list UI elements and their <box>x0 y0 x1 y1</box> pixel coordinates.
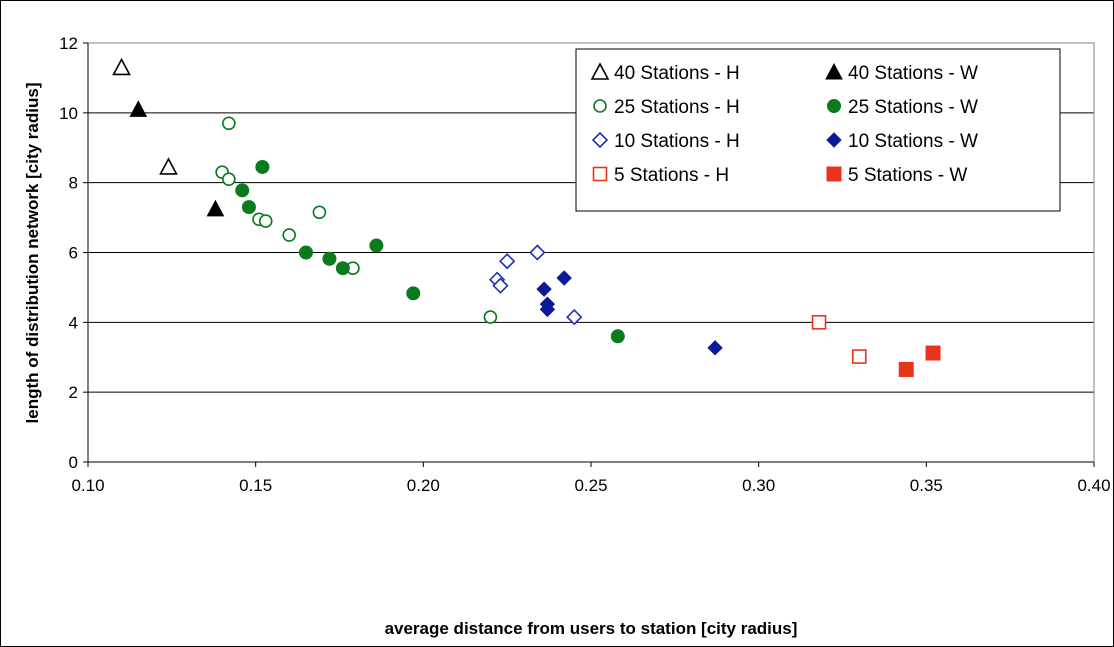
y-tick-label: 4 <box>69 313 78 332</box>
circle-point-hollow <box>483 310 498 324</box>
x-tick-label: 0.30 <box>742 476 775 495</box>
y-tick-label: 6 <box>69 244 78 263</box>
square-point-hollow <box>851 349 867 364</box>
y-tick-label: 0 <box>69 453 78 472</box>
x-tick-label: 0.40 <box>1077 476 1110 495</box>
circle-point-filled <box>322 251 337 266</box>
circle-point-filled <box>610 329 625 344</box>
circle-point-hollow <box>312 205 327 220</box>
legend-label: 5 Stations - W <box>848 165 967 186</box>
x-tick-label: 0.20 <box>407 476 440 495</box>
diamond-point-hollow <box>499 253 516 270</box>
square-point-hollow <box>811 315 827 330</box>
legend-marker-circle <box>593 99 607 113</box>
circle-point-filled <box>241 200 256 215</box>
triangle-point-hollow <box>159 157 178 175</box>
legend-label: 25 Stations - H <box>614 97 740 118</box>
legend-label: 40 Stations - W <box>848 63 978 84</box>
diamond-point-filled <box>556 270 572 286</box>
y-tick-label: 2 <box>69 383 78 402</box>
triangle-point-filled <box>206 199 225 217</box>
legend-label: 5 Stations - H <box>614 165 729 186</box>
y-axis-title: length of distribution network [city rad… <box>23 83 42 424</box>
triangle-point-hollow <box>112 57 131 76</box>
legend-marker-circle <box>827 99 841 113</box>
x-tick-label: 0.10 <box>71 476 104 495</box>
circle-point-hollow <box>222 116 236 131</box>
circle-point-hollow <box>282 228 297 242</box>
y-tick-label: 12 <box>59 34 78 53</box>
x-tick-label: 0.25 <box>574 476 607 495</box>
axes: 0 2 4 6 8 10 12 0.10 0.15 0.20 0.25 0.30 0.35 0.40 <box>59 34 1110 495</box>
circle-point-filled <box>235 183 250 198</box>
legend-label: 10 Stations - H <box>614 131 740 152</box>
legend-marker-triangle <box>590 62 610 80</box>
circle-point-hollow <box>258 214 273 228</box>
triangle-point-filled <box>129 100 148 117</box>
x-tick-label: 0.35 <box>910 476 943 495</box>
y-tick-label: 10 <box>59 104 78 123</box>
data-points <box>112 57 941 377</box>
legend-marker-square <box>826 166 842 182</box>
circle-point-hollow <box>222 172 236 186</box>
square-point-filled <box>925 345 941 361</box>
circle-point-filled <box>335 261 350 276</box>
y-tick-label: 8 <box>69 174 78 193</box>
legend-label: 25 Stations - W <box>848 97 978 118</box>
x-tick-label: 0.15 <box>239 476 272 495</box>
legend-marker-square <box>592 166 608 182</box>
diamond-point-filled <box>536 281 552 297</box>
legend-label: 40 Stations - H <box>614 63 740 84</box>
legend-box <box>575 48 1061 212</box>
legend-marker-triangle <box>825 62 843 80</box>
diamond-point-filled <box>539 301 556 318</box>
diamond-point-filled <box>707 340 723 356</box>
square-point-filled <box>898 361 914 377</box>
diamond-point-hollow <box>529 244 546 261</box>
diamond-point-hollow <box>492 277 509 294</box>
legend-marker-diamond <box>826 132 842 148</box>
circle-point-filled <box>406 286 421 301</box>
circle-point-filled <box>369 238 384 253</box>
x-axis-title: average distance from users to station [… <box>385 619 798 638</box>
diamond-point-hollow <box>566 308 583 326</box>
circle-point-filled <box>298 245 313 260</box>
legend-label: 10 Stations - W <box>848 131 978 152</box>
legend-marker-diamond <box>591 131 609 149</box>
legend: 40 Stations - H 40 Stations - W 25 Station… <box>575 48 1061 212</box>
circle-point-filled <box>255 159 270 174</box>
